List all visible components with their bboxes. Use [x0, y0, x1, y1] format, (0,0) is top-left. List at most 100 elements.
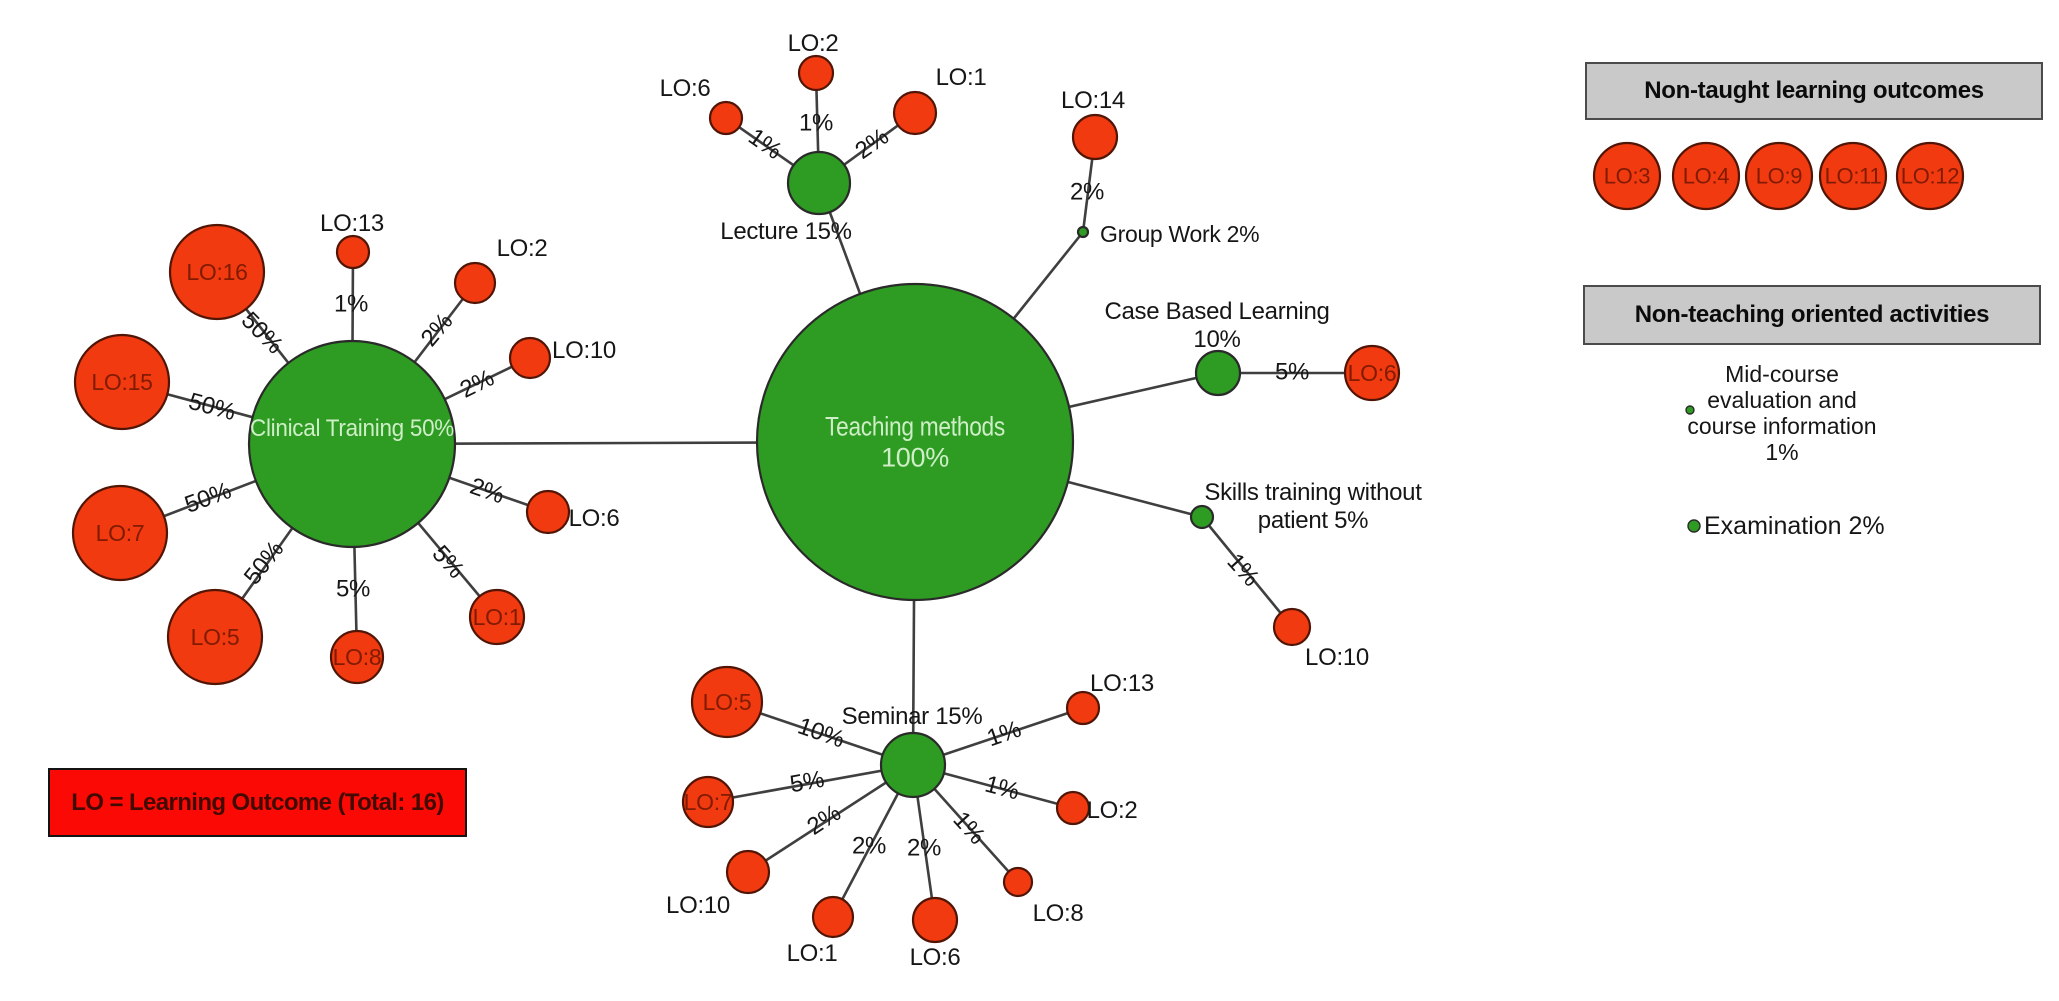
node-label-lo10c: LO:10: [552, 337, 616, 364]
edge-label-seminar-lo5s: 10%: [794, 713, 847, 754]
outcome-node-lo13s: [1065, 690, 1101, 726]
outcome-node-lo10c: [508, 336, 552, 380]
node-label-lo2c: LO:2: [497, 235, 548, 262]
activity-dot-0: [1685, 405, 1695, 415]
legend-box: LO = Learning Outcome (Total: 16): [48, 768, 467, 837]
outcome-node-lo2c: [453, 261, 497, 305]
edge-label-seminar-lo6s: 2%: [907, 835, 941, 862]
outcome-node-lo8c: [329, 629, 385, 685]
edge-skills-lo10sk: [1200, 516, 1294, 628]
panel-outcome-label-lo-12: LO:12: [1901, 164, 1959, 189]
outcome-node-lo14: [1071, 113, 1119, 161]
panel-outcome-circle-lo-9: [1744, 141, 1814, 211]
panel-outcome-label-lo-11: LO:11: [1825, 164, 1882, 189]
non-taught-outcomes-title: Non-taught learning outcomes: [1644, 77, 1984, 104]
method-node-seminar: [879, 731, 947, 799]
method-node-clinical: [247, 339, 457, 549]
node-label-lo8s: LO:8: [1033, 900, 1084, 927]
non-taught-outcomes-header: Non-taught learning outcomes: [1585, 62, 2043, 120]
outcome-node-lo7c: [71, 484, 169, 582]
node-label-lo10s: LO:10: [666, 892, 730, 919]
method-node-group_work: [1076, 225, 1090, 239]
method-node-lecture: [786, 150, 852, 216]
non-teaching-activities-title: Non-teaching oriented activities: [1634, 301, 1990, 328]
edge-label-clinical-lo8c: 5%: [336, 576, 370, 603]
edge-label-seminar-lo10s: 2%: [802, 799, 845, 840]
node-label-lo5c: LO:5: [191, 624, 240, 650]
node-label-lo13s: LO:13: [1090, 670, 1154, 697]
activity-midcourse-evaluation-label: Mid-course evaluation and course informa…: [1687, 361, 1877, 465]
outcome-node-lo10sk: [1272, 607, 1312, 647]
method-node-cbl: [1194, 349, 1242, 397]
outcome-node-lo2l: [797, 54, 835, 92]
activity-dot-1: [1687, 519, 1701, 533]
panel-outcome-circle-lo-4: [1671, 141, 1741, 211]
non-teaching-activities-header: Non-teaching oriented activities: [1583, 285, 2041, 345]
legend-text: LO = Learning Outcome (Total: 16): [71, 788, 444, 816]
outcome-node-lo7s: [681, 775, 735, 829]
edge-label-lecture-lo1l: 2%: [850, 123, 893, 165]
edge-label-clinical-lo13c: 1%: [334, 291, 368, 318]
outcome-node-lo6l: [708, 100, 744, 136]
edge-label-lecture-lo2l: 1%: [799, 110, 833, 137]
outcome-node-lo1c: [468, 588, 526, 646]
outcome-node-lo15: [73, 333, 171, 431]
edge-seminar-lo7s: [707, 763, 914, 804]
method-node-teaching: [755, 282, 1075, 602]
node-label-skills: Skills training without patient 5%: [1204, 479, 1422, 534]
node-label-teaching: Teaching methods 100%: [825, 412, 1005, 473]
outcome-node-lo1l: [892, 90, 938, 136]
panel-outcome-label-lo-4: LO:4: [1683, 164, 1730, 189]
node-label-lo6cb: LO:6: [1348, 360, 1397, 386]
node-label-lo1s: LO:1: [787, 940, 838, 967]
edge-label-clinical-lo10c: 2%: [456, 364, 498, 403]
outcome-node-lo6cb: [1343, 344, 1401, 402]
node-label-lo5s: LO:5: [703, 689, 752, 715]
node-label-lo6c2: LO:6: [569, 505, 620, 532]
node-label-lo7c: LO:7: [96, 520, 145, 546]
node-label-lo2l: LO:2: [788, 30, 839, 57]
node-label-seminar: Seminar 15%: [842, 703, 983, 730]
outcome-node-lo13c: [335, 234, 371, 270]
node-label-cbl: Case Based Learning 10%: [1104, 298, 1329, 353]
outcome-node-lo6s: [911, 896, 959, 944]
panel-outcome-circle-lo-3: [1592, 141, 1662, 211]
edge-label-seminar-lo2s: 1%: [982, 771, 1022, 806]
outcome-node-lo5c: [166, 588, 264, 686]
node-label-lo15: LO:15: [91, 369, 152, 395]
outcome-node-lo6c2: [525, 489, 571, 535]
node-label-lo14: LO:14: [1061, 87, 1125, 114]
node-label-lo1c: LO:1: [473, 604, 522, 630]
node-label-lo10sk: LO:10: [1305, 644, 1369, 671]
node-label-group_work: Group Work 2%: [1100, 221, 1259, 247]
outcome-node-lo2s: [1055, 790, 1091, 826]
node-label-lo6s: LO:6: [910, 944, 961, 971]
node-label-lecture: Lecture 15%: [720, 218, 851, 245]
edge-label-clinical-lo7c: 50%: [181, 477, 235, 518]
node-label-lo13c: LO:13: [320, 210, 384, 237]
panel-outcome-label-lo-9: LO:9: [1756, 164, 1803, 189]
edge-label-seminar-lo13s: 1%: [983, 716, 1024, 753]
node-label-clinical: Clinical Training 50%: [250, 415, 454, 442]
edge-label-cbl-lo6cb: 5%: [1275, 359, 1309, 386]
outcome-node-lo10s: [725, 849, 771, 895]
panel-outcome-circle-lo-11: [1818, 141, 1888, 211]
edge-label-group_work-lo14: 2%: [1070, 179, 1104, 206]
node-label-lo8c: LO:8: [333, 644, 382, 670]
node-label-lo7s: LO:7: [684, 789, 733, 815]
node-label-lo1l: LO:1: [936, 64, 987, 91]
edge-label-clinical-lo6c2: 2%: [466, 473, 507, 510]
node-label-lo16: LO:16: [186, 259, 247, 285]
node-label-lo2s: LO:2: [1087, 797, 1138, 824]
panel-outcome-circle-lo-12: [1895, 141, 1965, 211]
method-node-skills: [1189, 504, 1215, 530]
outcome-node-lo16: [168, 223, 266, 321]
panel-outcome-label-lo-3: LO:3: [1604, 164, 1651, 189]
activity-examination-label: Examination 2%: [1704, 512, 1885, 540]
node-label-lo6l: LO:6: [660, 75, 711, 102]
edge-label-lecture-lo6l: 1%: [743, 123, 786, 165]
edge-label-seminar-lo7s: 5%: [788, 766, 826, 799]
outcome-node-lo5s: [690, 665, 764, 739]
outcome-node-lo8s: [1002, 866, 1034, 898]
